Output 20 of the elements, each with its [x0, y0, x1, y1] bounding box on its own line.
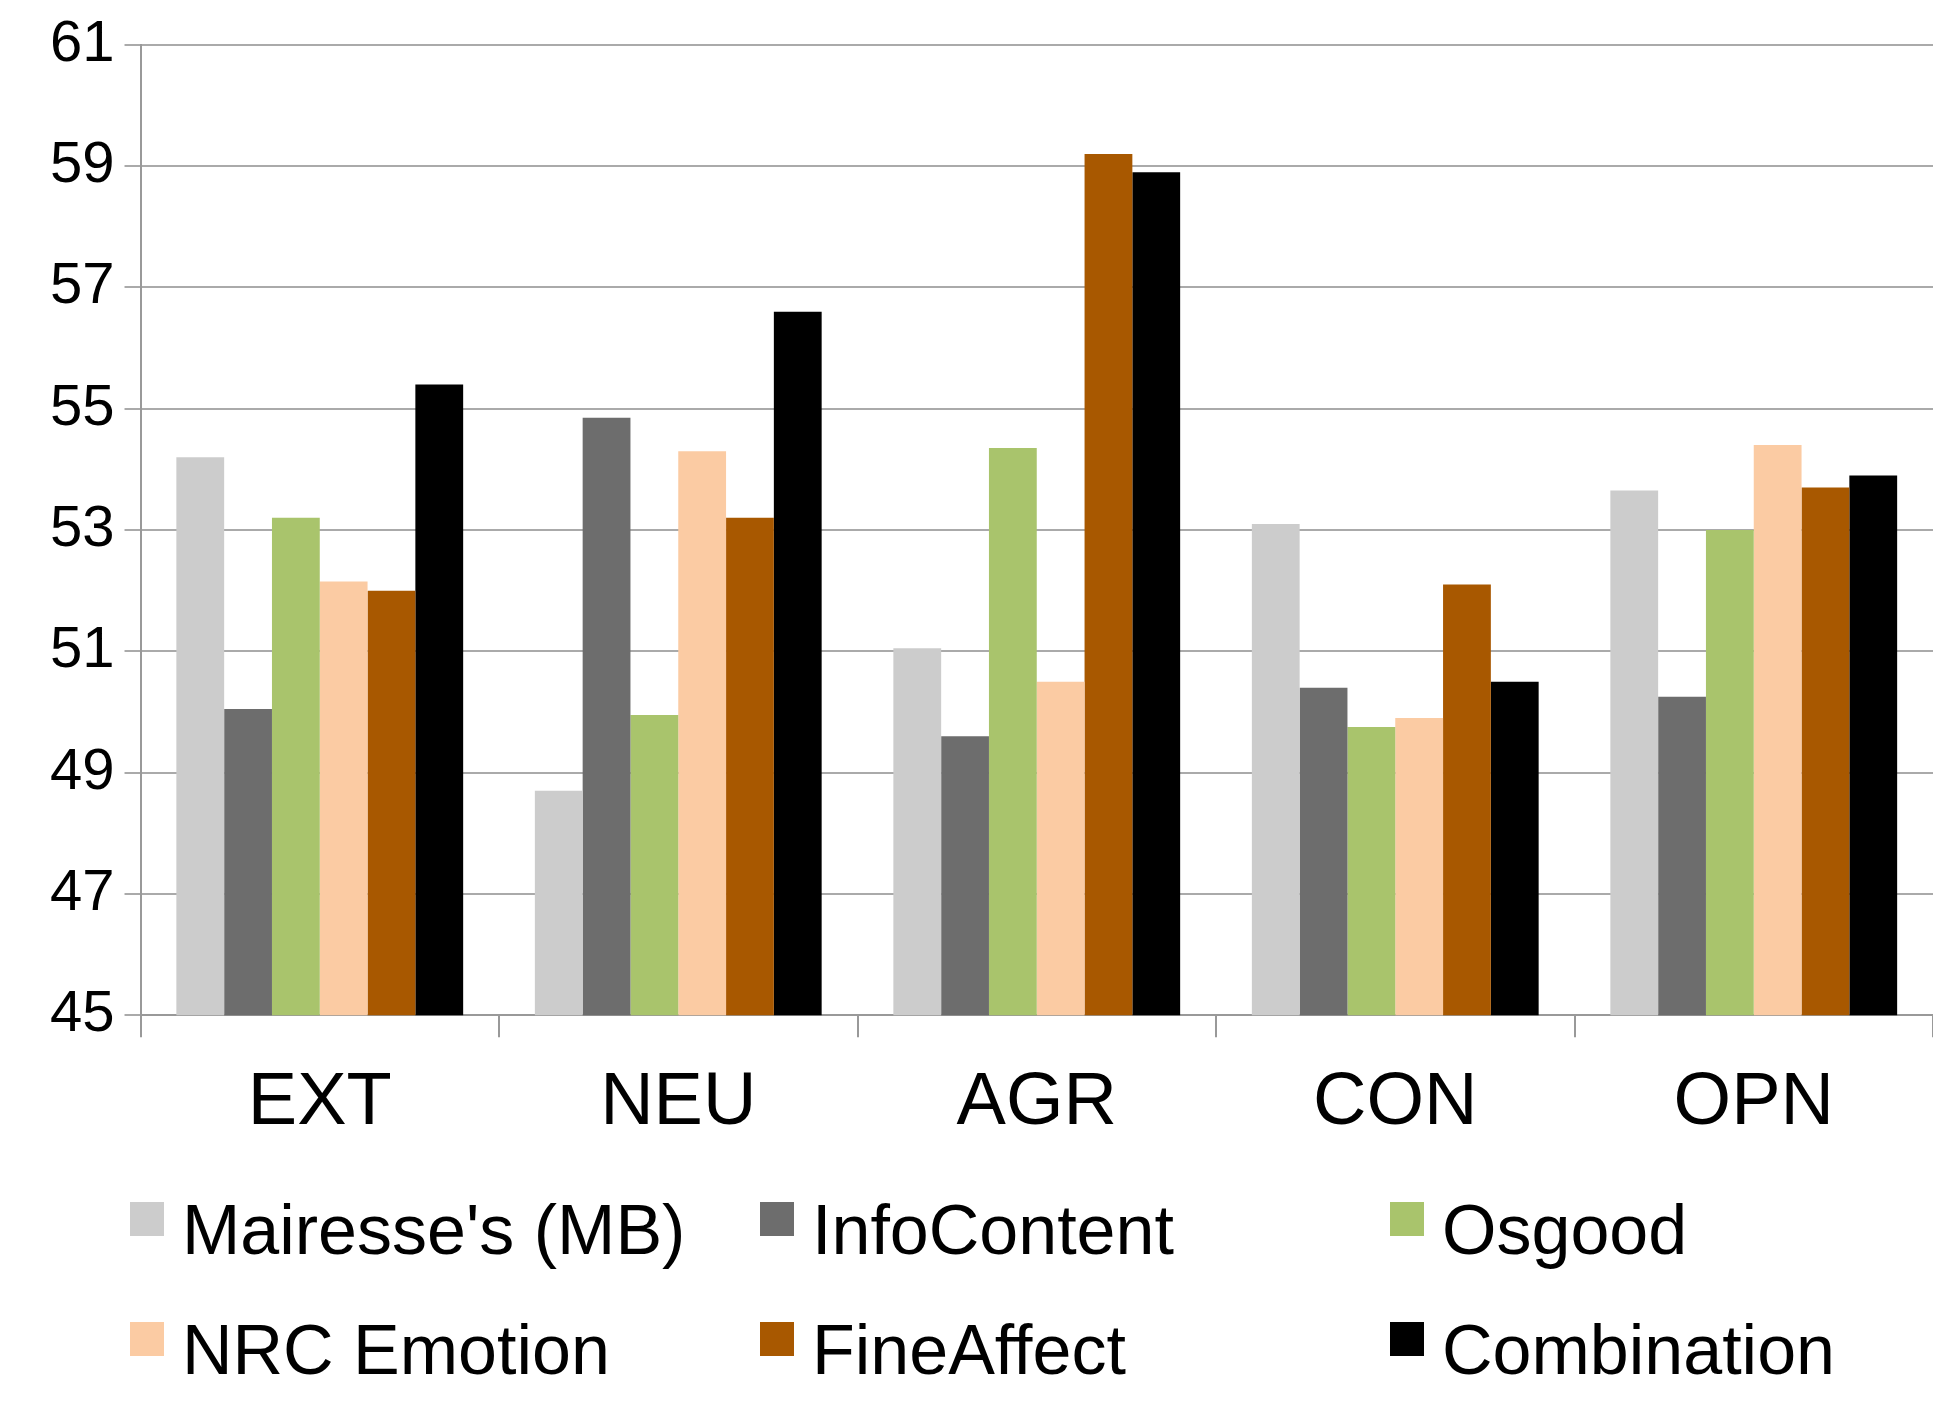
legend-label: Mairesse's (MB) — [182, 1190, 686, 1270]
legend-label: Combination — [1442, 1310, 1835, 1390]
y-tick-label: 57 — [50, 250, 115, 316]
legend-label: InfoContent — [812, 1190, 1174, 1270]
x-tick-label: EXT — [247, 1057, 392, 1141]
y-tick-label: 45 — [50, 978, 115, 1044]
y-tick-label: 59 — [50, 129, 115, 195]
y-tick-label: 49 — [50, 735, 115, 801]
legend-label: FineAffect — [812, 1310, 1126, 1390]
y-tick-label: 61 — [50, 7, 115, 73]
legend-label: NRC Emotion — [182, 1310, 610, 1390]
x-tick-label: AGR — [956, 1057, 1117, 1141]
legend-label: Osgood — [1442, 1190, 1688, 1270]
y-tick-label: 51 — [50, 614, 115, 680]
x-tick-label: CON — [1313, 1057, 1478, 1141]
x-tick-label: NEU — [600, 1057, 757, 1141]
y-tick-label: 53 — [50, 493, 115, 558]
x-tick-label: OPN — [1673, 1057, 1834, 1141]
y-tick-label: 47 — [50, 856, 115, 922]
y-tick-label: 55 — [50, 371, 115, 437]
